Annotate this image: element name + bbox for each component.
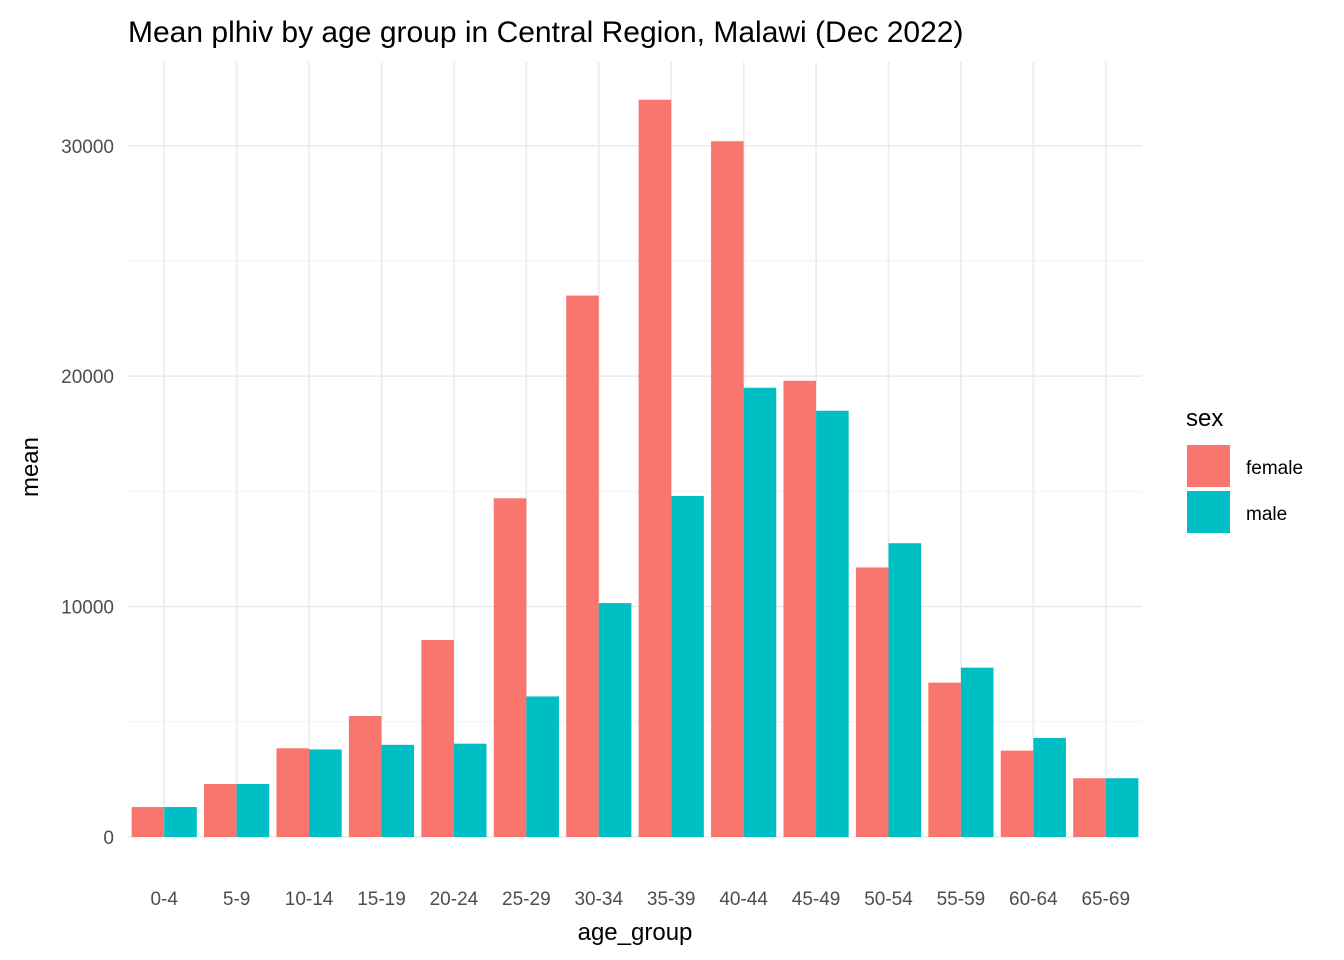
x-tick-label: 25-29 [502, 889, 551, 910]
y-axis-label: mean [17, 437, 44, 497]
bar-male-65-69 [1105, 778, 1139, 837]
legend: sex female male [1186, 405, 1303, 533]
y-tick-label: 20000 [61, 367, 114, 388]
y-axis-ticks: 0 10000 20000 30000 [61, 137, 114, 849]
x-tick-label: 35-39 [647, 889, 696, 910]
x-axis-label: age_group [578, 919, 693, 946]
legend-key-female [1187, 445, 1230, 487]
bar-female-50-54 [855, 567, 889, 837]
legend-label-male: male [1246, 504, 1287, 525]
x-tick-label: 50-54 [864, 889, 913, 910]
x-tick-label: 0-4 [150, 889, 178, 910]
x-tick-label: 60-64 [1009, 889, 1058, 910]
y-tick-label: 0 [103, 828, 114, 849]
x-tick-label: 45-49 [792, 889, 841, 910]
bars [131, 99, 1139, 838]
legend-key-male [1187, 491, 1230, 533]
bar-female-25-29 [493, 498, 527, 837]
x-axis-ticks: 0-4 5-9 10-14 15-19 20-24 25-29 30-34 35-39 40-4… [150, 889, 1130, 910]
bar-female-15-19 [348, 716, 382, 837]
x-tick-label: 40-44 [719, 889, 768, 910]
y-tick-label: 10000 [61, 598, 114, 619]
bar-male-5-9 [236, 784, 270, 837]
bar-female-65-69 [1073, 778, 1106, 837]
bar-female-40-44 [711, 141, 744, 837]
bar-male-0-4 [164, 807, 197, 837]
bar-male-55-59 [960, 667, 994, 837]
bar-female-35-39 [638, 99, 672, 838]
bar-male-60-64 [1033, 737, 1066, 837]
bar-female-10-14 [276, 748, 310, 837]
bar-male-15-19 [381, 744, 415, 837]
x-tick-label: 20-24 [430, 889, 479, 910]
x-tick-label: 55-59 [937, 889, 986, 910]
bar-female-5-9 [204, 784, 237, 837]
bar-male-35-39 [671, 496, 704, 837]
chart-title: Mean plhiv by age group in Central Regio… [128, 16, 963, 49]
x-tick-label: 10-14 [285, 889, 334, 910]
x-tick-label: 5-9 [223, 889, 250, 910]
legend-title: sex [1186, 405, 1223, 432]
bar-female-30-34 [566, 295, 599, 837]
bar-male-45-49 [816, 410, 849, 837]
legend-label-female: female [1246, 458, 1303, 479]
x-tick-label: 30-34 [574, 889, 623, 910]
legend-items: female male [1187, 445, 1303, 533]
bar-female-55-59 [928, 682, 961, 837]
bar-female-60-64 [1000, 750, 1034, 837]
bar-male-30-34 [598, 603, 632, 837]
bar-male-40-44 [743, 387, 777, 837]
bar-male-20-24 [453, 743, 487, 837]
x-tick-label: 15-19 [357, 889, 406, 910]
bar-male-25-29 [526, 696, 559, 837]
bar-female-20-24 [421, 640, 454, 837]
bar-female-45-49 [783, 380, 817, 837]
y-tick-label: 30000 [61, 137, 114, 158]
x-tick-label: 65-69 [1081, 889, 1130, 910]
bar-female-0-4 [131, 807, 165, 837]
bar-male-10-14 [309, 749, 342, 837]
bar-male-50-54 [888, 543, 922, 837]
